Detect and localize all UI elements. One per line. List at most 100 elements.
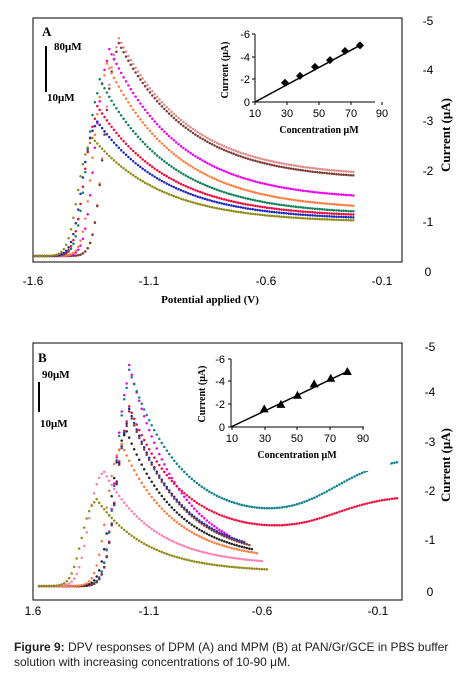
panel-a-series-point [52,254,56,257]
panel-a-series-point [244,206,247,210]
panel-a-series-point [112,53,116,57]
panel-b-series-point [243,520,246,524]
panel-a-series-point [261,209,264,212]
panel-b-series-point [137,539,141,542]
panel-a-series-point [155,154,159,157]
panel-b-series-point [205,562,209,565]
panel-a-series-point [93,146,97,150]
panel-a-series-point [129,104,133,108]
panel-a-series-point [273,195,276,198]
panel-b-series-point [185,473,189,476]
panel-a-series-point [261,157,264,161]
panel-a-series-point [141,105,144,108]
panel-a-series-point [218,196,221,200]
panel-a-series-point [304,165,307,169]
panel-a-series-point [179,189,183,192]
panel-a-series-point [74,235,78,238]
panel-a-series-point [330,212,334,215]
panel-b-series-point [127,507,131,510]
panel-b-series-point [102,470,106,474]
panel-a-series-point [177,170,180,173]
panel-a-series-point [131,149,135,153]
panel-b-series-point [160,534,164,537]
panel-a-series-point [160,158,164,161]
panel-b-series-point [175,511,179,514]
panel-b-series-point [320,492,324,496]
panel-b-series-point [178,503,181,506]
panel-b-series-point [92,582,96,586]
panel-a-series-point [153,186,156,190]
panel-a-series-point [112,159,116,162]
panel-b-series-point [168,489,171,492]
panel-b-series-point [203,537,206,540]
panel-b-series-point [158,491,161,494]
panel-a-series-point [318,211,322,215]
panel-b-series-point [153,484,156,487]
panel-a-series-point [282,215,286,219]
panel-a-series-point [215,166,219,170]
panel-a-series-point [277,207,281,211]
panel-b-inset-y-tick-label: -6 [215,354,225,366]
panel-b-series-point [105,532,108,535]
panel-a-series-point [153,120,156,123]
panel-b-series-point [82,583,86,586]
panel-b-series-point [258,506,261,510]
panel-b-series-point [155,470,159,473]
panel-a-series-point [308,166,312,170]
panel-a-series-point [230,199,233,203]
panel-a-series-point [198,136,202,139]
panel-a-y-tick-label: -2 [423,164,434,178]
panel-a-series-point [170,150,173,154]
panel-a-series-point [76,224,80,227]
panel-b-series-point [210,552,214,556]
panel-a-series-point [158,178,161,181]
panel-a-series-point [249,158,252,161]
panel-b-series-point [160,467,164,470]
panel-b-series-point [205,507,209,510]
panel-a-series-point [127,54,130,58]
panel-a-series-point [203,139,207,142]
panel-b-series-point [203,517,206,520]
panel-b-inset-x-tick-label: 50 [291,433,303,445]
panel-a-series-point [119,71,123,75]
panel-a-series-point [249,212,252,215]
panel-b-series-point [158,476,161,479]
panel-a-series-point [222,190,226,194]
panel-b-series-point [195,481,199,485]
panel-b-series-point [178,487,181,490]
panel-a-series-point [213,206,216,209]
panel-a-series-point [328,172,331,175]
panel-a-series-point [210,176,214,179]
panel-b-series-point [203,551,206,554]
panel-a-series-point [165,105,168,109]
panel-a-series-point [249,198,252,201]
panel-b-series-point [203,562,206,565]
panel-b-series-point [273,524,276,527]
panel-b-series-point [105,555,108,559]
panel-a-series-point [108,47,111,51]
panel-b-series-point [348,477,351,481]
panel-b-series-point [115,491,118,494]
panel-a-series-point [208,185,211,189]
panel-a-series-point [165,191,168,195]
panel-a-y-axis-label: Current (μA) [438,98,453,172]
panel-a-series-point [282,166,286,169]
panel-b-series-point [150,452,153,455]
panel-a-series-point [301,165,305,169]
panel-b-series-point [150,463,153,466]
panel-a-series-point [234,185,238,189]
panel-b-series-point [233,543,236,546]
panel-a-series-point [184,174,188,177]
panel-a-series-point [328,208,331,212]
panel-a-series-point [227,171,231,175]
panel-a-series-point [127,144,130,148]
panel-b-series-point [117,434,121,438]
panel-a-series-point [241,152,245,155]
panel-a-series-point [347,170,350,173]
panel-a-series-point [76,248,80,252]
panel-a-series-point [84,217,87,220]
panel-b-series-point [185,519,189,523]
panel-a-series-point [280,215,283,218]
panel-a-inset-fit-line [254,44,361,103]
